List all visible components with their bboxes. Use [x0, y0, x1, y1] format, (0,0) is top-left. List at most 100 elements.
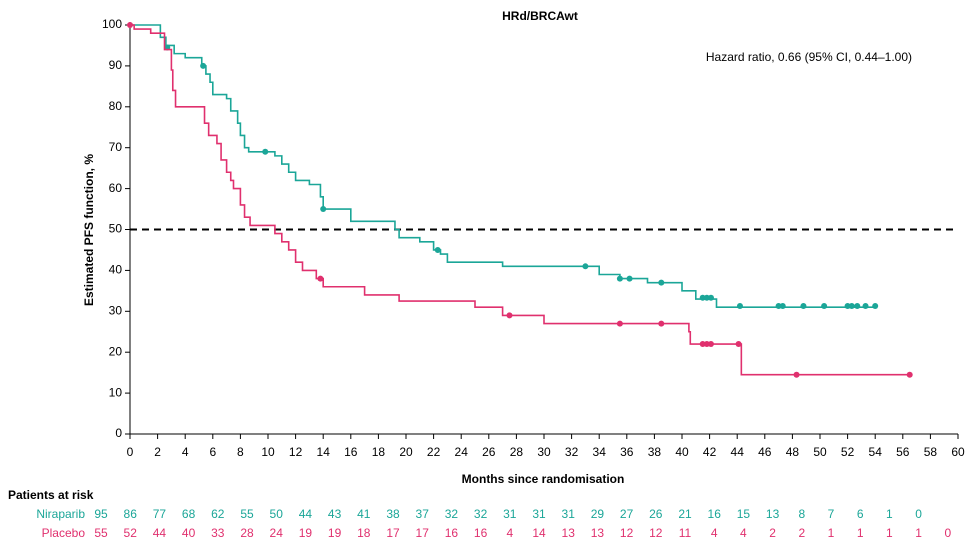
- risk-count: 19: [299, 526, 313, 540]
- risk-count: 86: [124, 507, 138, 521]
- risk-count: 44: [153, 526, 167, 540]
- risk-count: 17: [416, 526, 430, 540]
- y-tick-label: 20: [109, 344, 123, 358]
- censor-mark: [434, 246, 441, 253]
- risk-count: 1: [886, 507, 893, 521]
- risk-row-label: Placebo: [42, 526, 86, 540]
- x-tick-label: 28: [510, 445, 524, 459]
- x-tick-label: 24: [455, 445, 469, 459]
- risk-count: 14: [532, 526, 546, 540]
- risk-count: 4: [740, 526, 747, 540]
- x-tick-label: 60: [951, 445, 965, 459]
- x-tick-label: 36: [620, 445, 634, 459]
- risk-count: 2: [769, 526, 776, 540]
- x-tick-label: 8: [237, 445, 244, 459]
- censor-mark: [262, 148, 269, 155]
- risk-count: 33: [211, 526, 225, 540]
- risk-count: 24: [270, 526, 284, 540]
- x-tick-label: 44: [731, 445, 745, 459]
- risk-count: 28: [240, 526, 254, 540]
- x-tick-label: 4: [182, 445, 189, 459]
- risk-count: 26: [649, 507, 663, 521]
- x-tick-label: 54: [869, 445, 883, 459]
- risk-count: 13: [766, 507, 780, 521]
- x-tick-label: 10: [261, 445, 275, 459]
- risk-count: 0: [944, 526, 951, 540]
- risk-count: 1: [857, 526, 864, 540]
- risk-count: 7: [828, 507, 835, 521]
- y-tick-label: 50: [109, 222, 123, 236]
- censor-mark: [821, 302, 828, 309]
- censor-mark: [658, 279, 665, 286]
- x-tick-label: 50: [813, 445, 827, 459]
- risk-count: 2: [798, 526, 805, 540]
- risk-count: 37: [416, 507, 430, 521]
- risk-count: 19: [328, 526, 342, 540]
- risk-count: 1: [915, 526, 922, 540]
- risk-count: 12: [620, 526, 634, 540]
- censor-mark: [703, 294, 710, 301]
- x-axis-label: Months since randomisation: [462, 472, 625, 486]
- risk-count: 31: [503, 507, 517, 521]
- x-tick-label: 22: [427, 445, 441, 459]
- risk-count: 13: [562, 526, 576, 540]
- x-tick-label: 16: [344, 445, 358, 459]
- censor-mark: [707, 341, 714, 348]
- annotation: Hazard ratio, 0.66 (95% CI, 0.44–1.00): [706, 50, 912, 64]
- risk-count: 0: [915, 507, 922, 521]
- risk-count: 15: [737, 507, 751, 521]
- y-tick-label: 90: [109, 58, 123, 72]
- survival-curve: [130, 24, 876, 309]
- y-tick-label: 30: [109, 303, 123, 317]
- x-tick-label: 30: [537, 445, 551, 459]
- risk-row-label: Niraparib: [36, 507, 85, 521]
- y-tick-label: 40: [109, 263, 123, 277]
- risk-count: 29: [591, 507, 605, 521]
- x-tick-label: 12: [289, 445, 303, 459]
- censor-mark: [506, 312, 513, 319]
- chart-title: HRd/BRCAwt: [502, 9, 578, 23]
- risk-count: 11: [679, 526, 692, 540]
- censor-mark: [582, 263, 589, 270]
- x-tick-label: 18: [372, 445, 386, 459]
- risk-count: 31: [562, 507, 576, 521]
- risk-count: 16: [445, 526, 459, 540]
- censor-mark: [703, 341, 710, 348]
- censor-mark: [626, 275, 633, 282]
- x-tick-label: 34: [593, 445, 607, 459]
- risk-count: 55: [94, 526, 108, 540]
- risk-count: 1: [828, 526, 835, 540]
- risk-count: 16: [708, 507, 722, 521]
- risk-count: 50: [270, 507, 284, 521]
- x-tick-label: 56: [896, 445, 910, 459]
- censor-mark: [127, 22, 133, 28]
- risk-title: Patients at risk: [8, 488, 94, 502]
- x-tick-label: 26: [482, 445, 496, 459]
- censor-mark: [616, 275, 623, 282]
- censor-mark: [872, 302, 879, 309]
- survival-curve: [130, 24, 910, 376]
- risk-count: 52: [124, 526, 138, 540]
- risk-count: 44: [299, 507, 313, 521]
- x-tick-label: 14: [317, 445, 331, 459]
- risk-count: 16: [474, 526, 488, 540]
- risk-count: 13: [591, 526, 605, 540]
- censor-mark: [699, 341, 706, 348]
- risk-count: 32: [474, 507, 488, 521]
- x-tick-label: 40: [675, 445, 689, 459]
- risk-count: 68: [182, 507, 196, 521]
- censor-mark: [317, 275, 324, 282]
- x-tick-label: 58: [924, 445, 938, 459]
- risk-count: 62: [211, 507, 225, 521]
- censor-mark: [800, 302, 807, 309]
- y-axis-label: Estimated PFS function, %: [82, 154, 96, 306]
- x-tick-label: 52: [841, 445, 855, 459]
- risk-count: 31: [532, 507, 546, 521]
- risk-count: 27: [620, 507, 634, 521]
- risk-count: 55: [240, 507, 254, 521]
- risk-count: 17: [386, 526, 400, 540]
- x-tick-label: 46: [758, 445, 772, 459]
- censor-mark: [736, 302, 743, 309]
- x-tick-label: 48: [786, 445, 800, 459]
- risk-count: 32: [445, 507, 459, 521]
